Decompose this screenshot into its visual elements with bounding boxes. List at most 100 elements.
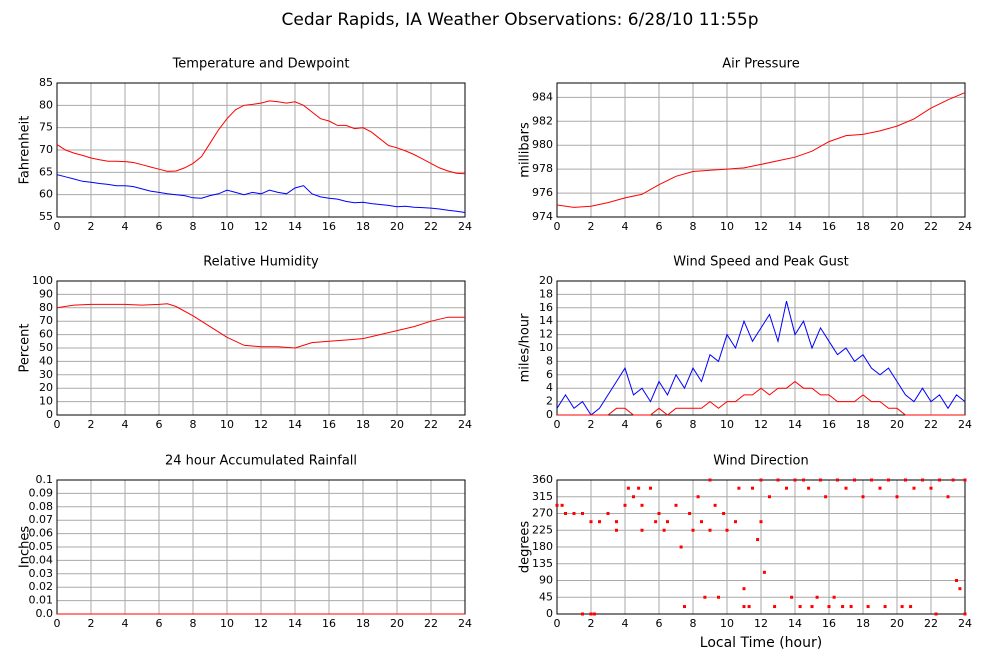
data-point xyxy=(640,528,644,532)
panel-title: 24 hour Accumulated Rainfall xyxy=(165,454,357,469)
y-tick-label: 12 xyxy=(539,328,553,341)
x-tick-label: 10 xyxy=(720,220,734,233)
data-line xyxy=(56,303,465,349)
x-tick-label: 2 xyxy=(588,418,595,431)
data-point xyxy=(759,520,763,524)
data-point xyxy=(853,478,856,482)
x-tick-label: 18 xyxy=(856,418,870,431)
x-tick-label: 12 xyxy=(254,617,268,630)
panel-title: Air Pressure xyxy=(722,57,800,72)
data-point xyxy=(934,612,938,616)
x-tick-label: 2 xyxy=(588,617,595,630)
x-tick-label: 14 xyxy=(788,418,802,431)
y-tick-label: 0.08 xyxy=(29,500,54,513)
x-tick-label: 16 xyxy=(822,617,836,630)
x-tick-label: 10 xyxy=(220,220,234,233)
x-tick-label: 22 xyxy=(924,220,938,233)
y-tick-label: 0.03 xyxy=(29,567,54,580)
data-point xyxy=(938,478,941,482)
x-tick-label: 2 xyxy=(88,418,95,431)
y-tick-label: 10 xyxy=(39,395,53,408)
x-tick-label: 8 xyxy=(690,617,697,630)
x-tick-label: 20 xyxy=(890,617,904,630)
y-tick-label: 16 xyxy=(539,301,553,314)
data-point xyxy=(592,612,596,616)
page-title: Cedar Rapids, IA Weather Observations: 6… xyxy=(281,10,758,30)
data-point xyxy=(722,512,726,515)
data-point xyxy=(751,486,754,490)
x-tick-label: 20 xyxy=(390,617,404,630)
data-point xyxy=(713,503,717,507)
x-tick-label: 6 xyxy=(156,617,163,630)
data-point xyxy=(759,478,763,482)
y-tick-label: 982 xyxy=(532,114,553,127)
x-tick-label: 22 xyxy=(924,418,938,431)
data-point xyxy=(776,478,780,482)
x-tick-label: 6 xyxy=(656,418,663,431)
data-point xyxy=(836,478,839,482)
y-tick-label: 270 xyxy=(532,507,553,520)
x-tick-label: 2 xyxy=(88,617,95,630)
x-tick-label: 12 xyxy=(754,220,768,233)
x-tick-label: 22 xyxy=(424,418,438,431)
data-point xyxy=(615,528,618,532)
data-point xyxy=(861,495,865,499)
x-tick-label: 18 xyxy=(356,220,370,233)
data-point xyxy=(887,478,890,482)
y-tick-label: 135 xyxy=(532,557,553,570)
y-tick-label: 2 xyxy=(546,395,553,408)
y-tick-label: 8 xyxy=(546,354,553,367)
data-point xyxy=(768,495,771,499)
data-point xyxy=(725,528,729,532)
y-tick-label: 0.06 xyxy=(29,527,54,540)
x-tick-label: 20 xyxy=(890,418,904,431)
x-tick-label: 12 xyxy=(754,418,768,431)
x-tick-label: 12 xyxy=(754,617,768,630)
x-tick-label: 14 xyxy=(288,220,302,233)
data-point xyxy=(623,503,627,507)
y-tick-label: 60 xyxy=(39,188,53,201)
x-tick-label: 16 xyxy=(322,220,336,233)
data-point xyxy=(827,605,831,609)
x-tick-label: 24 xyxy=(458,220,472,233)
y-axis-label: millibars xyxy=(518,122,533,178)
data-point xyxy=(691,528,695,532)
data-point xyxy=(708,528,712,532)
y-tick-label: 0.05 xyxy=(29,540,54,553)
data-point xyxy=(626,486,630,490)
y-axis-label: degrees xyxy=(518,521,533,574)
data-point xyxy=(904,478,907,482)
x-tick-label: 22 xyxy=(924,617,938,630)
y-tick-label: 30 xyxy=(39,368,53,381)
y-tick-label: 0 xyxy=(546,408,553,421)
x-tick-label: 10 xyxy=(220,418,234,431)
data-point xyxy=(909,605,913,609)
x-tick-label: 24 xyxy=(458,617,472,630)
data-point xyxy=(878,486,882,490)
y-tick-label: 20 xyxy=(39,381,53,394)
data-point xyxy=(589,520,593,524)
x-tick-label: 8 xyxy=(190,418,197,431)
y-tick-label: 0.04 xyxy=(29,553,54,566)
data-point xyxy=(598,520,601,524)
data-line xyxy=(56,174,466,213)
y-tick-label: 315 xyxy=(532,490,553,503)
y-tick-label: 974 xyxy=(532,210,553,223)
y-tick-label: 0.02 xyxy=(29,580,54,593)
y-tick-label: 55 xyxy=(39,210,53,223)
data-point xyxy=(849,605,853,609)
x-tick-label: 6 xyxy=(656,220,663,233)
y-tick-label: 50 xyxy=(39,341,53,354)
data-point xyxy=(921,478,924,482)
data-point xyxy=(734,520,737,524)
data-point xyxy=(662,528,666,532)
data-point xyxy=(946,495,950,499)
data-point xyxy=(564,512,567,515)
y-tick-label: 0.01 xyxy=(29,594,54,607)
data-point xyxy=(762,570,766,574)
x-tick-label: 4 xyxy=(122,220,129,233)
x-axis-label: Local Time (hour) xyxy=(700,635,822,651)
y-tick-label: 90 xyxy=(39,287,53,300)
